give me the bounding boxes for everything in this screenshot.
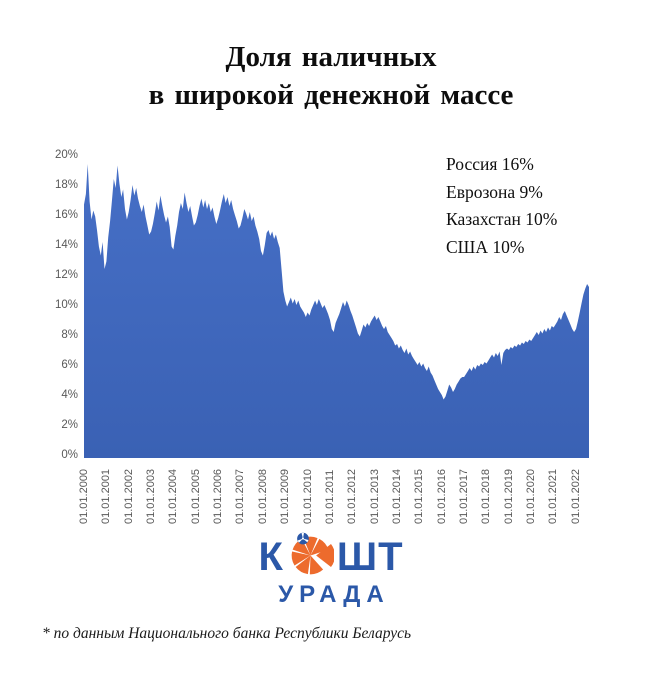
page-title-line1: Доля наличных bbox=[225, 41, 437, 73]
x-tick-label: 01.01.2011 bbox=[323, 469, 336, 524]
annotation-line-usa: США 10% bbox=[446, 236, 525, 257]
annotation-line-kazakhstan: Казахстан 10% bbox=[446, 209, 558, 229]
y-tick-label: 16% bbox=[54, 209, 78, 221]
area-fill bbox=[84, 164, 589, 458]
annotation-line-russia: Россия 16% bbox=[446, 154, 534, 174]
logo-subtext: УРАДА bbox=[278, 581, 390, 608]
y-tick-label: 18% bbox=[54, 179, 78, 191]
y-tick-label: 12% bbox=[54, 269, 78, 281]
x-tick-label: 01.01.2015 bbox=[413, 468, 426, 524]
x-tick-label: 01.01.2013 bbox=[368, 468, 381, 524]
logo-text-sht: ШТ bbox=[336, 534, 404, 579]
page-title: Доля наличных в широкой денежной массе bbox=[0, 38, 662, 114]
x-tick-label: 01.01.2019 bbox=[502, 468, 515, 524]
y-tick-label: 14% bbox=[54, 239, 78, 251]
x-tick-label: 01.01.2008 bbox=[256, 468, 269, 524]
x-tick-label: 01.01.2010 bbox=[301, 468, 314, 524]
y-tick-label: 0% bbox=[61, 449, 78, 461]
logo-flower-accent bbox=[297, 532, 309, 545]
y-tick-label: 4% bbox=[61, 389, 78, 401]
x-tick-label: 01.01.2021 bbox=[547, 468, 560, 524]
page-title-line2: в широкой денежной массе bbox=[148, 79, 514, 111]
annotation-line-eurozone: Еврозона 9% bbox=[446, 181, 543, 202]
x-tick-label: 01.01.2004 bbox=[167, 468, 180, 524]
x-tick-label: 01.01.2007 bbox=[234, 468, 247, 524]
logo-wordmark: К ШТ bbox=[258, 532, 404, 580]
orange-slice-icon bbox=[291, 532, 334, 575]
x-tick-label: 01.01.2005 bbox=[189, 468, 202, 524]
y-tick-label: 8% bbox=[61, 329, 78, 341]
x-tick-label: 01.01.2022 bbox=[569, 468, 582, 524]
countries-annotation: Россия 16% Еврозона 9% Казахстан 10% США… bbox=[446, 151, 557, 261]
area-series-plot bbox=[84, 164, 589, 458]
y-tick-label: 2% bbox=[61, 419, 78, 431]
kosht-urada-logo: К ШТ bbox=[0, 532, 662, 609]
x-tick-label: 01.01.2016 bbox=[435, 468, 448, 524]
x-tick-label: 01.01.2006 bbox=[212, 468, 225, 524]
x-tick-label: 01.01.2018 bbox=[480, 468, 493, 524]
x-tick-label: 01.01.2001 bbox=[100, 468, 113, 524]
x-tick-label: 01.01.2009 bbox=[279, 468, 292, 524]
x-tick-label: 01.01.2020 bbox=[525, 468, 538, 524]
logo-text-k: К bbox=[258, 534, 284, 579]
x-tick-label: 01.01.2003 bbox=[145, 468, 158, 524]
y-tick-label: 10% bbox=[54, 299, 78, 311]
x-tick-label: 01.01.2000 bbox=[78, 468, 90, 524]
footnote: * по данным Национального банка Республи… bbox=[42, 625, 412, 642]
x-tick-label: 01.01.2014 bbox=[390, 468, 403, 524]
x-tick-label: 01.01.2017 bbox=[458, 468, 471, 524]
y-tick-label: 20% bbox=[54, 149, 78, 161]
y-tick-label: 6% bbox=[61, 359, 78, 371]
x-tick-label: 01.01.2002 bbox=[122, 468, 135, 524]
x-tick-label: 01.01.2012 bbox=[346, 468, 359, 524]
